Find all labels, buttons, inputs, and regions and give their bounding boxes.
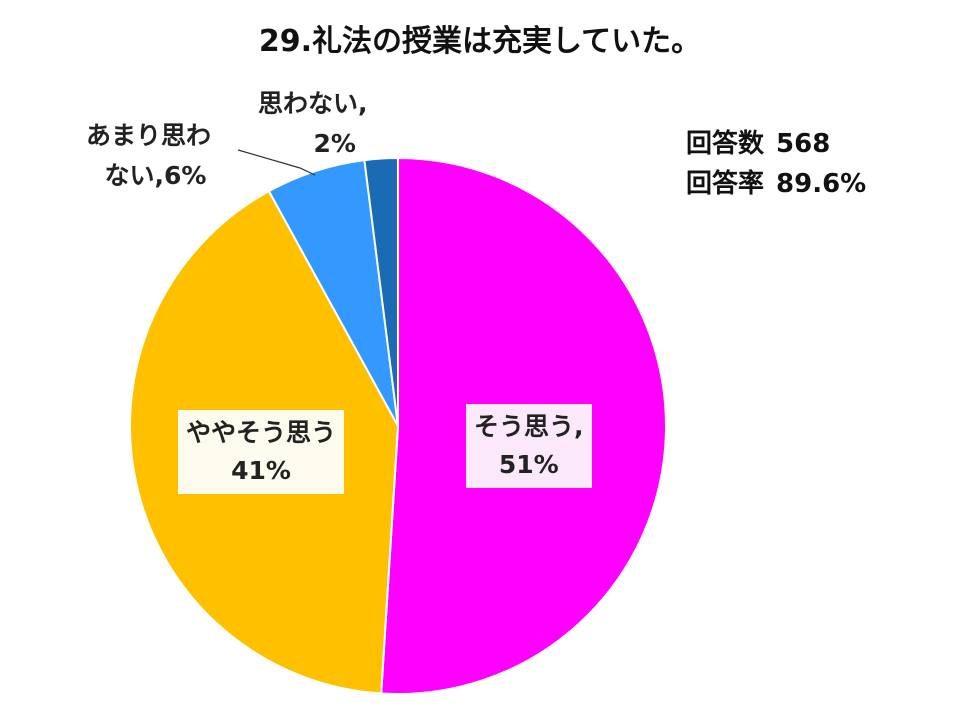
leader-line-amari-omowanai <box>237 149 316 176</box>
response-rate-row: 回答率 89.6% <box>686 164 866 204</box>
data-label-amari-omowanai-line2: ない,6% <box>104 161 207 190</box>
response-rate-label: 回答率 <box>686 169 765 199</box>
response-stats: 回答数 568 回答率 89.6% <box>686 124 866 204</box>
chart-title: 29.礼法の授業は充実していた。 <box>258 24 702 59</box>
data-label-amari-omowanai-line1: あまり思わ <box>86 121 212 150</box>
data-label-yaya-sou-omou-name: ややそう思う <box>186 418 337 447</box>
data-label-omowanai-percent: 2% <box>313 129 356 158</box>
data-label-amari-omowanai: あまり思わ ない,6% <box>86 116 211 196</box>
data-label-yaya-sou-omou: ややそう思う 41% <box>178 410 345 494</box>
data-label-sou-omou-percent: 51% <box>498 450 559 479</box>
data-label-omowanai-name: 思わない, <box>258 89 368 118</box>
data-label-sou-omou-name: そう思う, <box>474 412 584 441</box>
response-count-label: 回答数 <box>686 129 765 159</box>
pie-slice-omowanai <box>363 156 399 427</box>
response-count-value: 568 <box>776 129 831 159</box>
response-rate-value: 89.6% <box>776 169 867 199</box>
data-label-omowanai: 思わない, 2% <box>258 84 368 164</box>
data-label-yaya-sou-omou-percent: 41% <box>231 456 291 485</box>
data-label-sou-omou: そう思う, 51% <box>466 404 592 488</box>
response-count-row: 回答数 568 <box>686 124 866 164</box>
